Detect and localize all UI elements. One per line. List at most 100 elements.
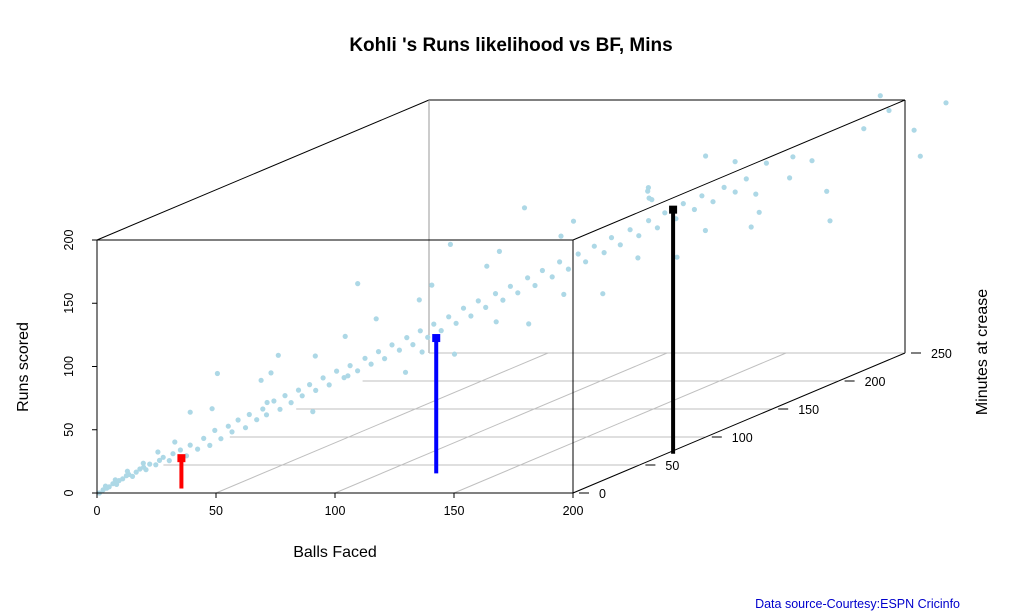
data-point (288, 400, 294, 406)
data-point (827, 218, 833, 224)
data-point (334, 368, 340, 374)
highlight-cap (669, 205, 678, 214)
data-point (143, 467, 149, 473)
x-tick-label: 150 (444, 504, 465, 518)
data-point (429, 282, 435, 288)
z-tick-label: 150 (798, 403, 819, 417)
data-point (102, 483, 109, 489)
data-point (500, 297, 506, 303)
data-point (187, 409, 193, 415)
data-point (809, 158, 815, 164)
y-axis-ticks: 0 50 100 150 200 (62, 230, 97, 496)
data-point (177, 447, 183, 453)
data-point (636, 233, 642, 239)
data-point (468, 313, 474, 319)
y-tick-label: 200 (62, 230, 76, 251)
grid-line (453, 352, 787, 494)
y-tick-label: 100 (62, 356, 76, 377)
data-point (861, 126, 867, 132)
data-point (460, 305, 467, 311)
data-point (557, 259, 563, 265)
data-point (787, 175, 793, 181)
box-edge (96, 99, 430, 241)
data-point (225, 423, 231, 429)
data-point (166, 458, 172, 464)
data-point (635, 255, 641, 261)
data-point (732, 189, 738, 195)
y-tick-label: 150 (62, 293, 76, 314)
data-point (600, 291, 606, 297)
data-point (404, 335, 410, 341)
data-point (355, 368, 361, 374)
floor-grid (163, 352, 906, 494)
data-point (447, 241, 453, 247)
data-point (218, 436, 224, 442)
x-tick-label: 0 (94, 504, 101, 518)
data-point (214, 370, 220, 377)
data-point (886, 107, 892, 114)
data-point (521, 205, 528, 211)
data-point (320, 375, 326, 381)
data-point (271, 398, 277, 404)
data-point (326, 382, 332, 388)
data-point (431, 321, 437, 327)
data-point (680, 201, 686, 207)
highlight-cap (177, 454, 186, 463)
data-source-note: Data source-Courtesy:ESPN Cricinfo (755, 597, 960, 611)
data-point (258, 377, 264, 383)
chart-title: Kohli 's Runs likelihood vs BF, Mins (349, 35, 672, 56)
z-tick-label: 250 (931, 347, 952, 361)
data-point (674, 254, 680, 260)
data-point (156, 457, 163, 463)
data-point (824, 188, 830, 194)
data-point (313, 387, 319, 393)
data-point (268, 370, 274, 376)
data-point (654, 225, 661, 231)
data-point (532, 282, 538, 289)
data-point (425, 334, 431, 340)
data-point (617, 242, 623, 248)
data-point (526, 321, 532, 327)
data-point (539, 267, 546, 274)
data-point (114, 481, 120, 487)
data-point (201, 435, 207, 441)
data-point (263, 412, 270, 418)
data-point (410, 342, 416, 348)
data-point (295, 387, 302, 393)
data-point (561, 291, 567, 297)
data-point (507, 283, 513, 289)
data-point (153, 462, 159, 468)
data-point (732, 159, 738, 165)
data-point (493, 319, 499, 325)
data-point (558, 233, 564, 239)
z-tick-label: 200 (865, 375, 886, 389)
data-point (355, 281, 361, 287)
data-point (699, 193, 705, 199)
data-point (389, 342, 395, 348)
highlight-cap (432, 334, 441, 343)
data-point (710, 199, 716, 205)
data-point (721, 184, 727, 190)
data-point (748, 224, 754, 230)
data-point (601, 250, 607, 256)
data-point (382, 356, 388, 362)
data-point (345, 373, 351, 379)
data-point (260, 406, 266, 412)
data-point (453, 320, 459, 326)
data-point (943, 100, 949, 106)
data-point (402, 369, 409, 375)
data-point (549, 274, 555, 280)
data-point (264, 399, 270, 406)
data-point (375, 349, 382, 355)
data-point (417, 328, 423, 334)
data-point (492, 291, 499, 297)
data-point (446, 314, 452, 320)
data-point (170, 451, 176, 457)
data-point (133, 469, 139, 475)
data-point (496, 248, 502, 254)
data-point (763, 160, 770, 166)
data-point (282, 393, 288, 399)
data-point (172, 439, 178, 445)
data-point (438, 328, 444, 334)
data-point (187, 442, 193, 448)
